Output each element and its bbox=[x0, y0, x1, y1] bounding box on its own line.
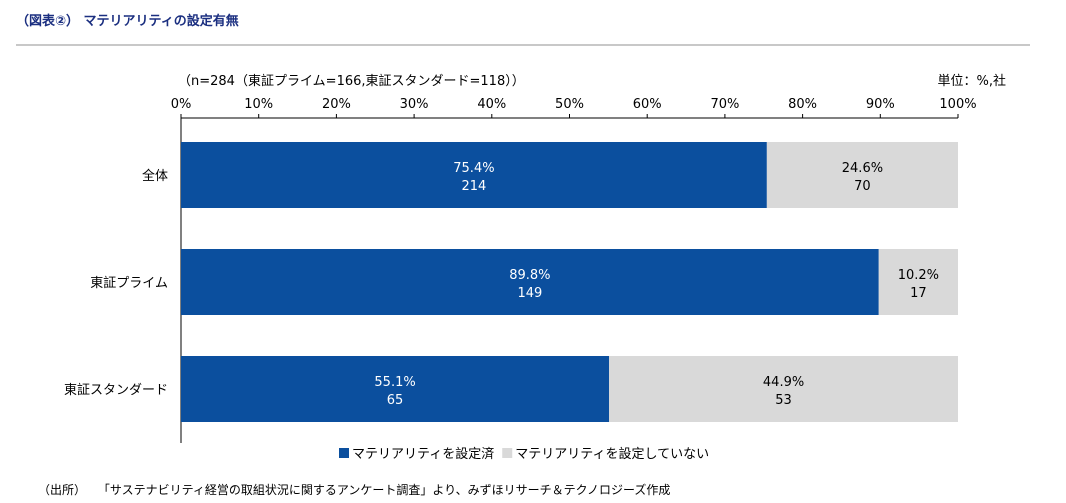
x-tick-label: 70% bbox=[710, 97, 739, 112]
data-label-percent: 89.8% bbox=[509, 268, 550, 283]
bar-segment-set bbox=[181, 356, 610, 422]
legend-label: マテリアリティを設定していない bbox=[515, 446, 709, 462]
x-tick-label: 100% bbox=[939, 97, 976, 112]
source-text: 「サステナビリティ経営の取組状況に関するアンケート調査」より、みずほリサーチ＆テ… bbox=[97, 483, 671, 497]
bar-segment-not-set bbox=[609, 356, 958, 422]
data-label-percent: 10.2% bbox=[898, 268, 939, 283]
x-tick-label: 10% bbox=[244, 97, 273, 112]
x-tick-label: 30% bbox=[400, 97, 429, 112]
x-tick-label: 0% bbox=[171, 97, 192, 112]
data-label-count: 70 bbox=[854, 179, 871, 194]
source-note: （出所） 「サステナビリティ経営の取組状況に関するアンケート調査」より、みずほリ… bbox=[38, 481, 670, 498]
bar-segment-set bbox=[181, 249, 879, 315]
x-tick-label: 40% bbox=[477, 97, 506, 112]
category-label: 東証スタンダード bbox=[64, 382, 168, 398]
data-label-count: 65 bbox=[387, 393, 404, 408]
unit-note: 単位：%,社 bbox=[938, 73, 1007, 89]
source-label: （出所） bbox=[38, 483, 87, 497]
legend-swatch-not-set bbox=[502, 448, 513, 458]
data-label-percent: 24.6% bbox=[842, 161, 883, 176]
x-tick-label: 90% bbox=[866, 97, 895, 112]
x-tick-label: 20% bbox=[322, 97, 351, 112]
bar-segment-not-set bbox=[878, 249, 958, 315]
category-label: 全体 bbox=[142, 168, 168, 184]
chart-title: （図表②） マテリアリティの設定有無 bbox=[16, 14, 239, 29]
x-tick-label: 60% bbox=[633, 97, 662, 112]
legend-label: マテリアリティを設定済 bbox=[352, 446, 494, 462]
bar-segment-not-set bbox=[766, 142, 958, 208]
data-label-percent: 44.9% bbox=[763, 375, 804, 390]
data-label-count: 214 bbox=[462, 179, 487, 194]
bar-segment-set bbox=[181, 142, 767, 208]
legend-swatch-set bbox=[339, 448, 349, 458]
x-tick-label: 50% bbox=[555, 97, 584, 112]
data-label-count: 53 bbox=[775, 393, 792, 408]
stacked-bar-chart: （n=284（東証プライム=166,東証スタンダード=118）） 単位：%,社 0%… bbox=[64, 73, 1007, 462]
category-label: 東証プライム bbox=[90, 275, 168, 291]
sample-size-note: （n=284（東証プライム=166,東証スタンダード=118）） bbox=[178, 73, 525, 89]
data-label-count: 17 bbox=[910, 286, 927, 301]
x-tick-label: 80% bbox=[788, 97, 817, 112]
data-label-count: 149 bbox=[517, 286, 542, 301]
data-label-percent: 75.4% bbox=[453, 161, 494, 176]
title-divider bbox=[16, 44, 1030, 46]
data-label-percent: 55.1% bbox=[374, 375, 415, 390]
